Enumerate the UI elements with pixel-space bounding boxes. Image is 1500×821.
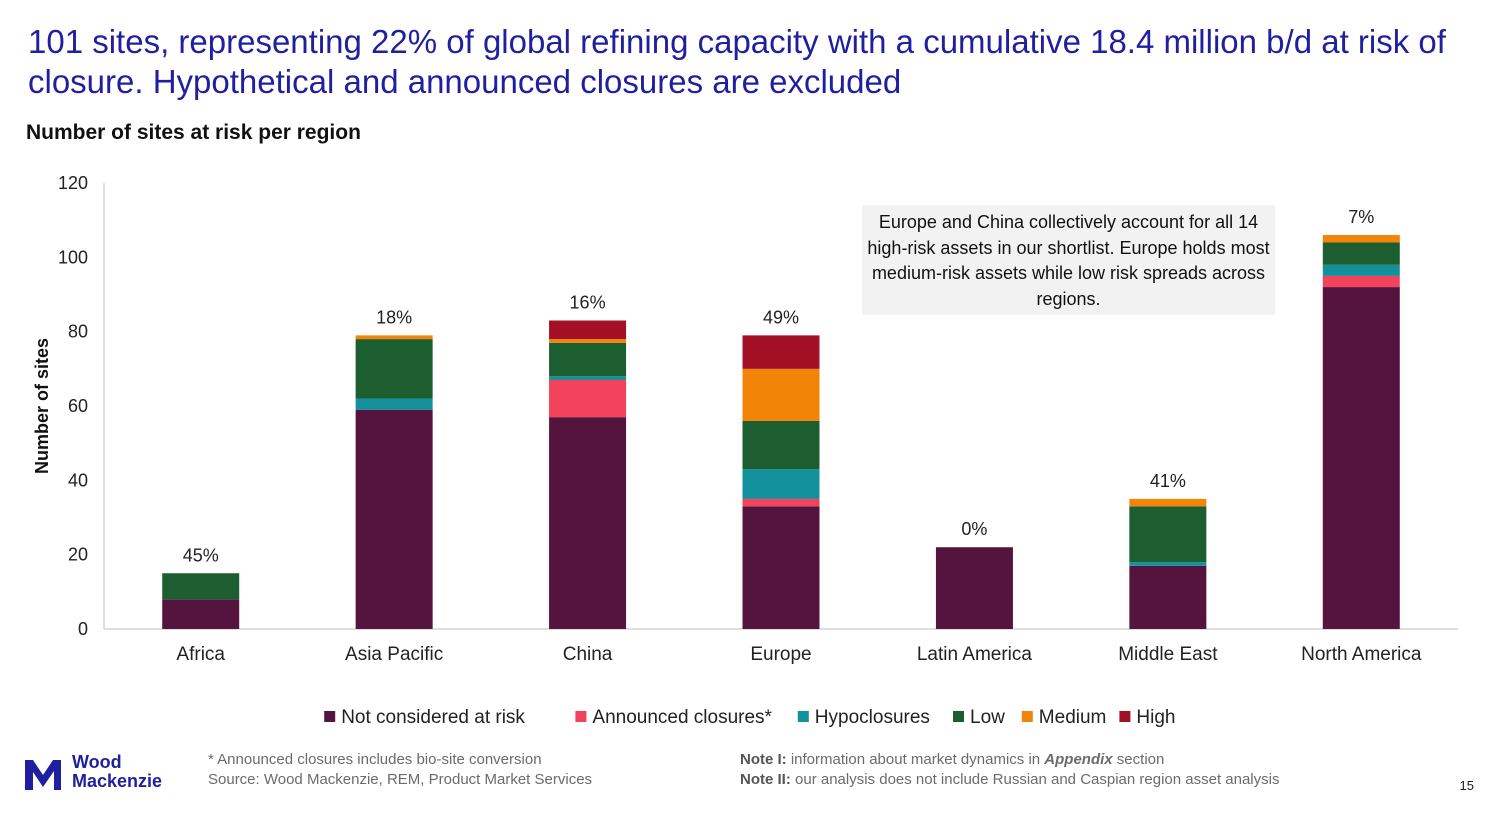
- notes: Note I: information about market dynamic…: [740, 750, 1279, 790]
- bar-segment: [355, 398, 433, 410]
- bar-segment: [742, 335, 820, 369]
- data-label: 18%: [376, 307, 412, 327]
- note-1-text: information about market dynamics in: [790, 751, 1045, 768]
- chart-bars: [162, 235, 1400, 629]
- y-axis-title: Number of sites: [32, 338, 52, 474]
- bar-segment: [742, 498, 820, 507]
- bar-segment: [549, 417, 627, 629]
- note-1-suffix: section: [1112, 751, 1165, 768]
- bar-segment: [549, 376, 627, 380]
- bar-segment: [1322, 264, 1400, 276]
- data-label: 49%: [763, 307, 799, 327]
- legend-label: High: [1136, 707, 1175, 728]
- page-number: 15: [1459, 778, 1474, 793]
- note-2-text: our analysis does not include Russian an…: [795, 771, 1280, 788]
- legend-label: Announced closures*: [592, 707, 772, 728]
- y-tick-label: 40: [68, 470, 88, 490]
- logo-line-1: Wood: [72, 752, 122, 772]
- bar-segment: [1322, 275, 1400, 288]
- note-1: Note I: information about market dynamic…: [740, 750, 1279, 770]
- chart-subtitle: Number of sites at risk per region: [26, 121, 361, 144]
- data-label: 0%: [961, 519, 987, 539]
- legend-label: Not considered at risk: [341, 707, 525, 728]
- logo-wordmark: Wood Mackenzie: [72, 753, 162, 791]
- legend-swatch: [1021, 711, 1033, 722]
- footnote-source: Source: Wood Mackenzie, REM, Product Mar…: [208, 771, 593, 788]
- x-tick-label: North America: [1301, 644, 1422, 665]
- data-label: 7%: [1348, 207, 1374, 227]
- bar-segment: [742, 469, 820, 499]
- legend-swatch: [797, 711, 809, 722]
- legend-swatch: [324, 711, 336, 722]
- stacked-bar-chart: 0 20 40 60 80 100 120 Number of sites Africa 45%…: [32, 173, 1458, 728]
- y-tick-label: 100: [58, 247, 88, 267]
- bar-segment: [549, 320, 627, 340]
- x-tick-label: Latin America: [917, 644, 1033, 665]
- chart-axes: 0 20 40 60 80 100 120 Number of sites: [32, 173, 1458, 639]
- bar-segment: [549, 342, 627, 377]
- y-tick-label: 120: [58, 173, 88, 193]
- data-label: 45%: [183, 545, 219, 565]
- x-tick-label: Europe: [750, 644, 811, 665]
- page-title: 101 sites, representing 22% of global re…: [28, 23, 1446, 100]
- footnote-line-1: * Announced closures includes bio-site c…: [208, 751, 542, 768]
- legend-label: Medium: [1039, 707, 1107, 728]
- chart-legend: Not considered at risk Announced closures…: [324, 707, 1175, 728]
- bar-segment: [549, 379, 627, 418]
- bar-segment: [742, 506, 820, 629]
- data-label: 41%: [1150, 471, 1186, 491]
- bar-segment: [549, 339, 627, 343]
- bar-segment: [355, 335, 433, 340]
- bar-segment: [162, 573, 240, 600]
- legend-label: Low: [970, 707, 1005, 728]
- y-tick-label: 20: [68, 545, 88, 565]
- bar-segment: [1129, 565, 1207, 629]
- legend-swatch: [1119, 711, 1131, 722]
- note-1-label: Note I:: [740, 751, 787, 768]
- bar-segment: [355, 339, 433, 399]
- x-tick-label: China: [563, 644, 613, 665]
- x-tick-label: Middle East: [1118, 644, 1218, 665]
- y-tick-label: 0: [78, 619, 88, 639]
- legend-swatch: [575, 711, 587, 722]
- bar-segment: [1322, 287, 1400, 629]
- wood-mackenzie-logo-icon: [25, 760, 61, 790]
- chart-labels: Africa 45% Asia Pacific 18% China 16% Europe 49…: [176, 207, 1421, 665]
- data-label: 16%: [570, 293, 606, 313]
- y-tick-label: 80: [68, 322, 88, 342]
- y-tick-label: 60: [68, 396, 88, 416]
- note-2-label: Note II:: [740, 771, 791, 788]
- annotation-box: Europe and China collectively account fo…: [862, 205, 1275, 315]
- bar-segment: [935, 547, 1013, 629]
- bar-segment: [1129, 506, 1207, 563]
- logo-line-2: Mackenzie: [72, 771, 163, 791]
- footnote: * Announced closures includes bio-site c…: [208, 750, 592, 790]
- bar-segment: [742, 420, 820, 470]
- note-1-emphasis: Appendix: [1044, 751, 1113, 768]
- legend-swatch: [953, 711, 964, 722]
- bar-segment: [1129, 498, 1207, 507]
- note-2: Note II: our analysis does not include R…: [740, 770, 1279, 790]
- bar-segment: [742, 368, 820, 421]
- bar-segment: [162, 599, 240, 629]
- x-tick-label: Asia Pacific: [345, 644, 443, 665]
- bar-segment: [1129, 562, 1207, 566]
- x-tick-label: Africa: [176, 644, 225, 665]
- legend-label: Hypoclosures: [815, 707, 930, 728]
- bar-segment: [1322, 235, 1400, 243]
- bar-segment: [1322, 242, 1400, 265]
- bar-segment: [355, 409, 433, 629]
